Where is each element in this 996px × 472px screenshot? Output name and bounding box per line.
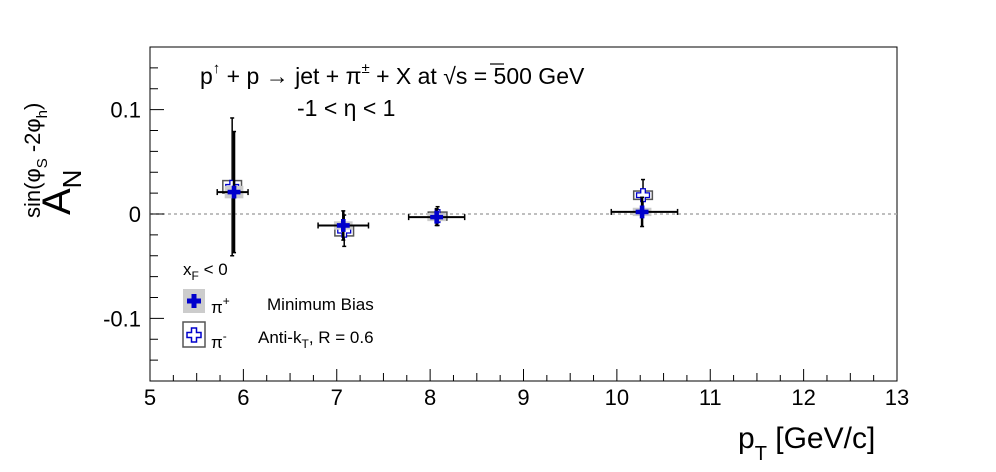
- x-tick-label: 5: [144, 385, 156, 410]
- x-tick-label: 13: [885, 385, 909, 410]
- x-tick-label: 12: [791, 385, 815, 410]
- legend-filled-cross-icon: [187, 294, 201, 308]
- open-cross-marker: [635, 188, 651, 203]
- marker-shape: [336, 219, 350, 232]
- pi-plus-point: [407, 208, 466, 227]
- legend-label-pi-plus: π+: [211, 294, 230, 317]
- pi-plus-point: [216, 130, 249, 254]
- y-tick-label: 0: [129, 202, 141, 227]
- data-marks: [216, 117, 679, 257]
- legend-entry-pi-minus: π- Anti-kT, R = 0.6: [182, 321, 374, 352]
- legend-header: xF < 0: [183, 260, 228, 283]
- x-axis-label: pT [GeV/c]: [738, 422, 875, 465]
- marker-shape: [635, 205, 649, 219]
- marker-shape: [430, 210, 444, 224]
- x-tick-label: 9: [517, 385, 529, 410]
- pi-plus-point: [317, 210, 370, 241]
- y-axis-label: AN sin(φS -2φh): [20, 103, 87, 218]
- pi-plus-point: [610, 196, 679, 228]
- svg-text:sin(φS -2φh): sin(φS -2φh): [20, 103, 51, 218]
- marker-shape: [635, 188, 651, 203]
- x-tick-label: 6: [237, 385, 249, 410]
- axis-ticks: [149, 46, 898, 382]
- filled-cross-marker: [635, 205, 649, 219]
- y-tick-label: -0.1: [103, 306, 141, 331]
- x-tick-label: 11: [699, 385, 722, 410]
- legend-entry-pi-plus: π+ Minimum Bias: [183, 289, 374, 317]
- legend-note-min-bias: Minimum Bias: [267, 295, 374, 314]
- filled-cross-marker: [227, 185, 241, 199]
- chart-title-line1: p↑ + p → jet + π± + X at √s = 500 GeV: [200, 60, 585, 89]
- marker-shape: [227, 185, 241, 199]
- legend-note-anti-kt: Anti-kT, R = 0.6: [258, 328, 374, 351]
- filled-cross-marker: [336, 219, 350, 232]
- legend-label-pi-minus: π-: [211, 329, 227, 352]
- y-tick-label: 0.1: [110, 98, 141, 123]
- axis-tick-labels: 5 6 7 8 9 10 11 12 13 0.1 0 -0.1: [103, 98, 909, 410]
- legend-open-cross-icon: [186, 327, 202, 343]
- x-tick-label: 8: [424, 385, 436, 410]
- legend: xF < 0 π+ Minimum Bias π- Anti-kT, R = 0…: [182, 260, 374, 352]
- x-tick-label: 10: [605, 385, 629, 410]
- svg-text:AN: AN: [35, 170, 87, 215]
- chart-title-line2: -1 < η < 1: [297, 95, 395, 121]
- x-tick-label: 7: [331, 385, 343, 410]
- filled-cross-marker: [430, 210, 444, 224]
